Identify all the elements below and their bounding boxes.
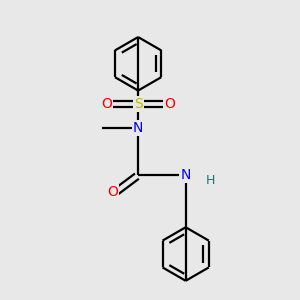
Text: O: O (164, 97, 175, 111)
Text: O: O (101, 97, 112, 111)
Text: S: S (134, 97, 142, 111)
Text: O: O (107, 184, 118, 199)
Text: N: N (133, 121, 143, 135)
Text: H: H (206, 174, 215, 187)
Text: N: N (181, 168, 191, 182)
